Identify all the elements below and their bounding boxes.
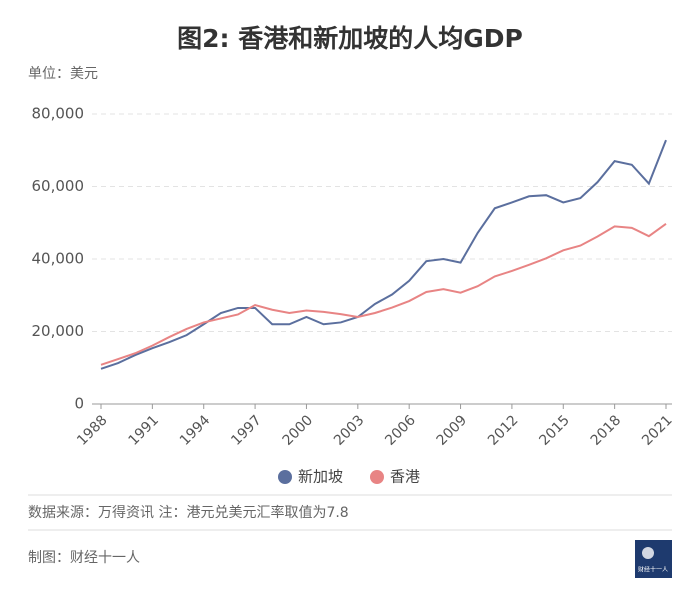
x-tick-label: 1994 <box>177 412 214 449</box>
legend-marker <box>278 470 292 484</box>
legend-marker <box>370 470 384 484</box>
logo-text: 财经十一人 <box>638 566 668 574</box>
x-tick-label: 2012 <box>485 412 522 449</box>
x-tick-label: 2009 <box>434 412 471 449</box>
x-tick-label: 1997 <box>228 412 265 449</box>
x-tick-label: 2018 <box>588 412 625 449</box>
y-tick-label: 60,000 <box>32 177 85 195</box>
y-tick-label: 40,000 <box>32 250 85 268</box>
x-tick-label: 2000 <box>280 412 317 449</box>
x-tick-label: 1991 <box>126 412 163 449</box>
chart-title: 图2: 香港和新加坡的人均GDP <box>177 24 523 53</box>
x-tick-label: 2021 <box>639 412 676 449</box>
y-tick-label: 20,000 <box>32 322 85 340</box>
x-tick-label: 2006 <box>382 412 419 449</box>
line <box>100 223 667 366</box>
legend-label: 香港 <box>390 468 420 486</box>
source: 数据来源：万得资讯 注：港元兑美元汇率取值为7.8 <box>28 504 349 521</box>
y-tick-label: 0 <box>74 395 84 413</box>
x-tick-label: 1988 <box>74 412 111 449</box>
legend-label: 新加坡 <box>298 468 343 486</box>
y-axis-label: 单位：美元 <box>28 66 98 82</box>
credit: 制图：财经十一人 <box>28 550 140 566</box>
x-tick-label: 2015 <box>536 412 573 449</box>
line <box>100 139 667 370</box>
y-tick-label: 80,000 <box>32 105 85 123</box>
logo-icon <box>642 547 654 559</box>
logo <box>635 540 672 578</box>
x-tick-label: 2003 <box>331 412 368 449</box>
